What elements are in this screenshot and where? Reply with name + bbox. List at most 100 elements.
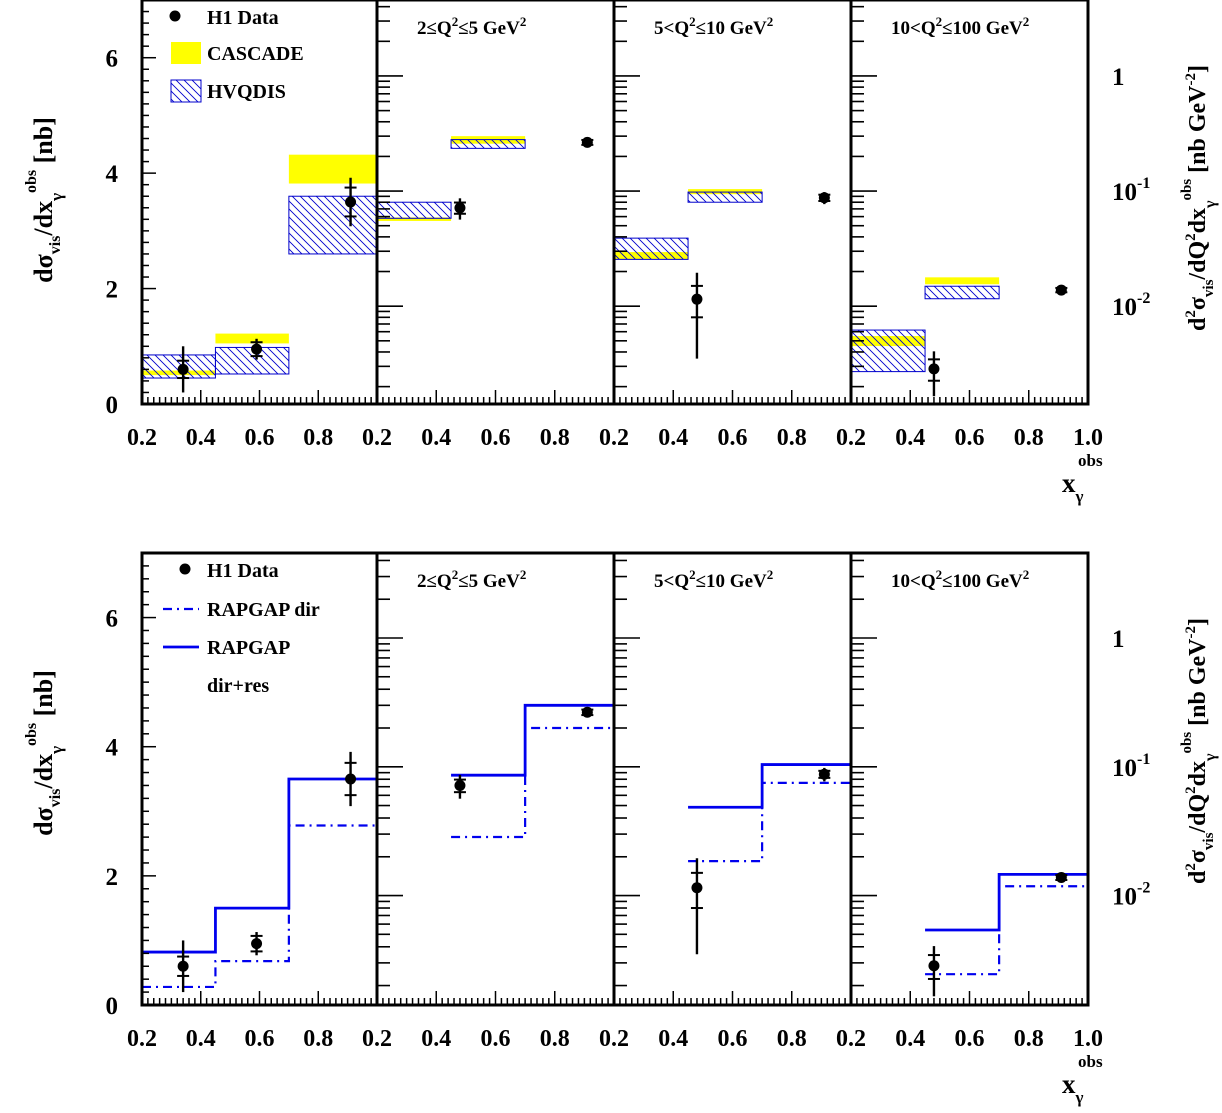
cascade-band — [925, 277, 1000, 285]
y-tick-label: 4 — [106, 161, 119, 188]
x-tick-label: 0.8 — [303, 425, 333, 451]
q2-bin-label: 5<Q2≤10 GeV2 — [654, 567, 773, 592]
legend-cascade-swatch — [171, 42, 201, 64]
y-axis-label-right: d2σvis/dQ2dxγobs [nb GeV-2] — [1179, 65, 1219, 331]
y-tick-label: 0 — [106, 993, 119, 1020]
x-tick-label: 0.6 — [718, 425, 748, 451]
y-tick-label: 0 — [106, 392, 119, 419]
y-axis-label-right: d2σvis/dQ2dxγobs [nb GeV-2] — [1179, 618, 1219, 884]
rapgap-line — [688, 763, 851, 809]
x-tick-label: 0.4 — [186, 425, 216, 451]
x-tick-label: 0.4 — [895, 425, 925, 451]
hvqdis-band — [687, 191, 763, 203]
x-tick-label: 0.6 — [481, 425, 511, 451]
x-tick-label: 0.8 — [303, 1026, 333, 1052]
y-axis-label-left: dσvis/dxγobs [nb] — [23, 670, 66, 836]
x-tick-label: 0.4 — [658, 1026, 688, 1052]
legend-data-marker — [179, 563, 191, 575]
q2-bin-label: 5<Q2≤10 GeV2 — [654, 14, 773, 39]
y-tick-label: 4 — [106, 735, 119, 762]
legend-data-marker — [169, 10, 181, 22]
x-tick-label: 0.8 — [777, 425, 807, 451]
x-tick-label: 0.2 — [127, 1026, 157, 1052]
q2-bin-label: 10<Q2≤100 GeV2 — [891, 14, 1029, 39]
x-tick-label: 0.4 — [186, 1026, 216, 1052]
y-tick-label: 2 — [106, 277, 119, 304]
cascade-band — [288, 154, 377, 184]
data-point — [928, 363, 940, 375]
hvqdis-band — [924, 285, 1000, 300]
legend-label: HVQDIS — [207, 81, 286, 103]
x-tick-label: 0.4 — [895, 1026, 925, 1052]
x-axis-label-superscript: obs — [1078, 1052, 1103, 1071]
data-point — [1055, 872, 1067, 884]
y-axis-label-left: dσvis/dxγobs [nb] — [23, 117, 66, 283]
legend-label: CASCADE — [207, 43, 304, 65]
x-tick-label: 0.2 — [836, 1026, 866, 1052]
rapgap-dir-line — [688, 781, 851, 863]
rapgap-line — [925, 872, 1088, 932]
x-tick-label: 0.8 — [1014, 425, 1044, 451]
x-tick-label: 0.6 — [245, 425, 275, 451]
legend-label: H1 Data — [207, 560, 279, 582]
data-point — [928, 960, 940, 972]
x-tick-label: 0.6 — [718, 1026, 748, 1052]
panel-frame — [375, 551, 616, 1007]
x-tick-label: 0.4 — [658, 425, 688, 451]
x-axis-label: xγ — [1062, 1069, 1084, 1107]
hvqdis-band — [613, 237, 689, 260]
x-tick-label: 0.8 — [540, 425, 570, 451]
data-point — [345, 773, 357, 785]
x-tick-label: 0.2 — [836, 425, 866, 451]
right-y-tick-label: 10-2 — [1112, 880, 1150, 911]
right-y-tick-label: 1 — [1112, 64, 1125, 91]
data-point — [177, 363, 189, 375]
hvqdis-band — [450, 139, 526, 149]
rapgap-dir-line — [451, 726, 614, 839]
data-point — [581, 136, 593, 148]
data-point — [454, 202, 466, 214]
right-y-tick-label: 10-2 — [1112, 290, 1150, 321]
rapgap-line — [142, 777, 377, 954]
x-tick-label: 0.6 — [955, 425, 985, 451]
x-tick-label: 0.8 — [540, 1026, 570, 1052]
rapgap-line — [451, 703, 614, 777]
panel-frame — [849, 551, 1090, 1007]
panel-frame — [612, 551, 853, 1007]
data-point — [454, 780, 466, 792]
data-point — [691, 882, 703, 894]
x-tick-label: 0.2 — [127, 425, 157, 451]
q2-bin-label: 10<Q2≤100 GeV2 — [891, 567, 1029, 592]
x-axis-label-superscript: obs — [1078, 451, 1103, 470]
legend-label: RAPGAP — [207, 637, 290, 659]
rapgap-dir-line — [142, 824, 377, 989]
data-point — [345, 196, 357, 208]
data-point — [1055, 284, 1067, 296]
data-point — [251, 343, 263, 355]
legend-label: RAPGAP dir — [207, 599, 320, 621]
q2-bin-label: 2≤Q2≤5 GeV2 — [417, 567, 526, 592]
x-tick-label: 0.6 — [955, 1026, 985, 1052]
x-tick-label: 0.6 — [481, 1026, 511, 1052]
hvqdis-band — [288, 195, 378, 255]
legend-label: H1 Data — [207, 7, 279, 29]
data-point — [691, 293, 703, 305]
right-y-tick-label: 10-1 — [1112, 751, 1150, 782]
y-tick-label: 6 — [106, 606, 119, 633]
hvqdis-band — [850, 329, 926, 373]
data-point — [251, 938, 263, 950]
right-y-tick-label: 1 — [1112, 626, 1125, 653]
data-point — [818, 192, 830, 204]
legend-hvqdis-swatch — [170, 79, 202, 103]
x-tick-label: 1.0 — [1073, 425, 1103, 451]
x-tick-label: 0.6 — [245, 1026, 275, 1052]
y-tick-label: 2 — [106, 864, 119, 891]
x-tick-label: 0.4 — [421, 425, 451, 451]
x-tick-label: 0.2 — [362, 1026, 392, 1052]
data-point — [581, 706, 593, 718]
data-point — [177, 960, 189, 972]
cascade-band — [377, 217, 452, 221]
cascade-band — [215, 333, 289, 344]
x-tick-label: 0.2 — [599, 1026, 629, 1052]
